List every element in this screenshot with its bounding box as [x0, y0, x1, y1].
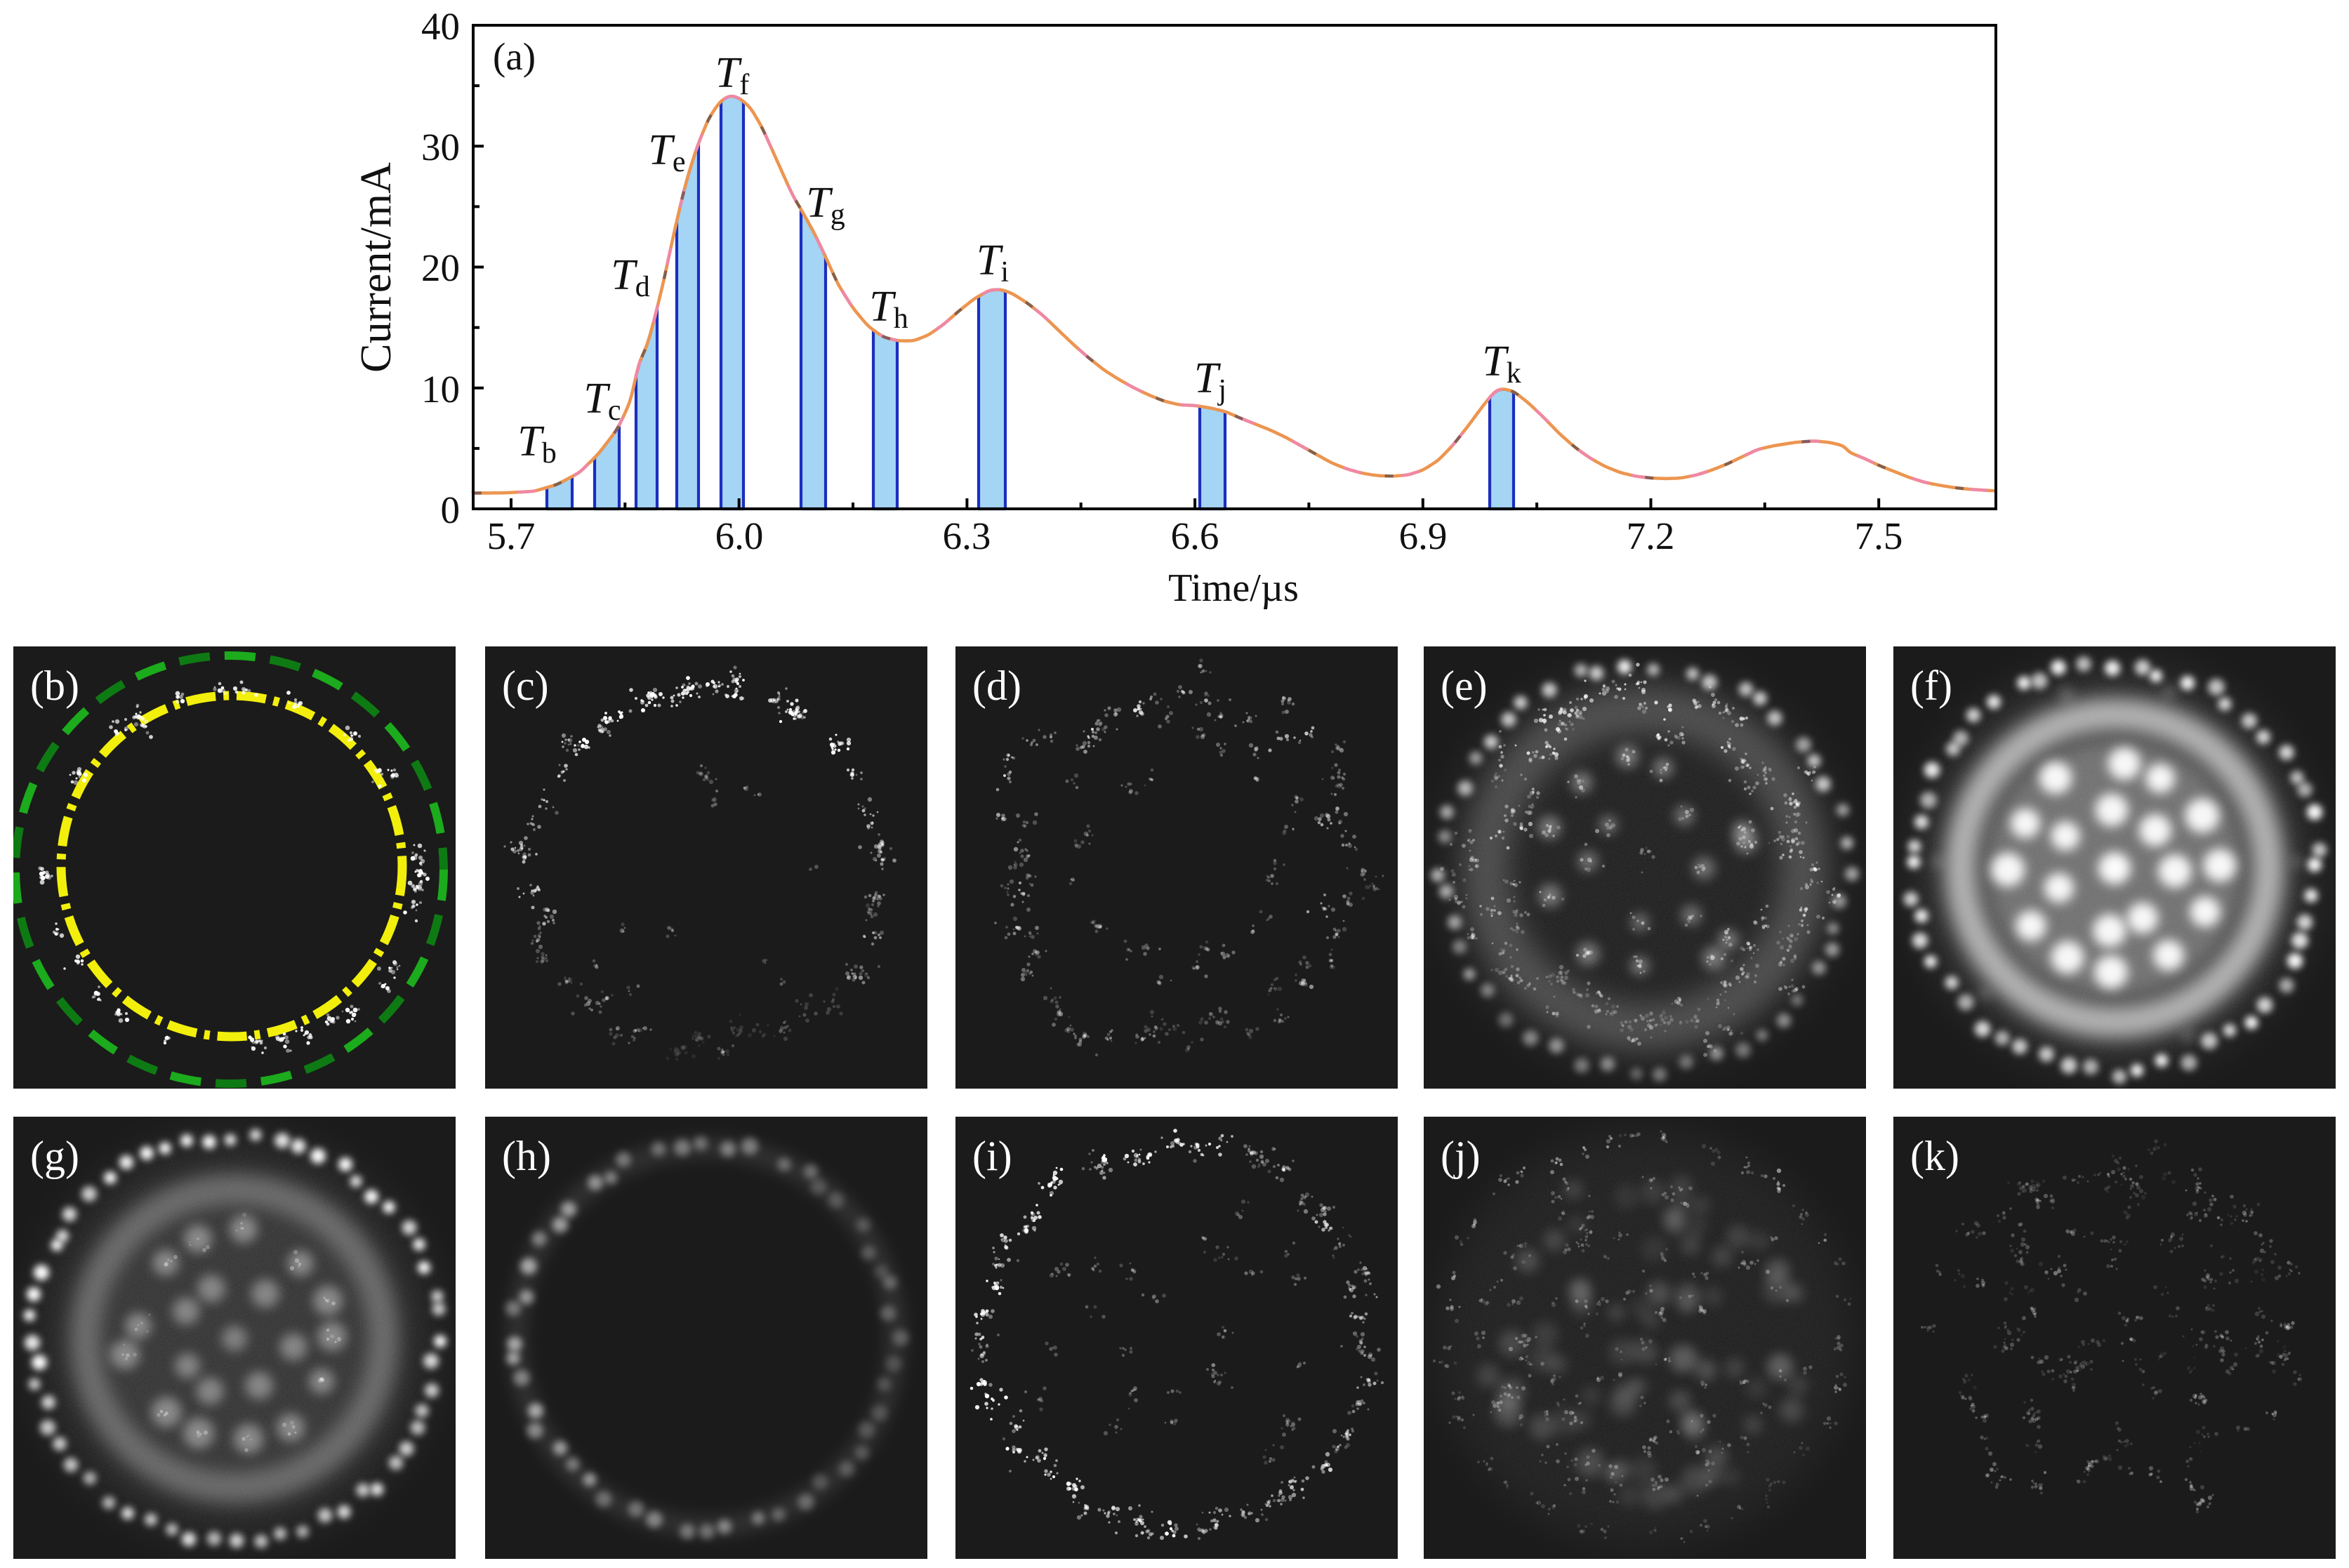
svg-text:6.0: 6.0	[715, 514, 764, 557]
svg-text:Time/µs: Time/µs	[1168, 566, 1299, 610]
svg-text:0: 0	[441, 489, 461, 531]
svg-text:30: 30	[421, 126, 460, 168]
svg-text:40: 40	[421, 5, 460, 48]
svg-text:6.9: 6.9	[1399, 514, 1448, 557]
svg-text:7.5: 7.5	[1855, 514, 1903, 557]
svg-text:(i): (i)	[972, 1133, 1012, 1179]
svg-text:6.3: 6.3	[943, 514, 991, 557]
svg-text:Tj: Tj	[1194, 354, 1226, 406]
svg-text:Tk: Tk	[1482, 338, 1521, 390]
svg-text:(a): (a)	[493, 35, 536, 78]
svg-text:(c): (c)	[502, 663, 549, 709]
svg-text:(g): (g)	[30, 1133, 79, 1179]
svg-text:Current/mA: Current/mA	[352, 162, 400, 373]
svg-text:7.2: 7.2	[1627, 514, 1675, 557]
svg-text:20: 20	[421, 246, 460, 289]
svg-text:(e): (e)	[1441, 663, 1488, 709]
svg-text:10: 10	[421, 368, 460, 411]
svg-text:(b): (b)	[30, 663, 79, 709]
svg-text:(f): (f)	[1910, 663, 1952, 709]
svg-text:(h): (h)	[502, 1133, 551, 1179]
svg-text:6.6: 6.6	[1171, 514, 1219, 557]
svg-text:5.7: 5.7	[487, 514, 536, 557]
svg-text:(j): (j)	[1441, 1133, 1481, 1179]
svg-text:(d): (d)	[972, 663, 1021, 709]
